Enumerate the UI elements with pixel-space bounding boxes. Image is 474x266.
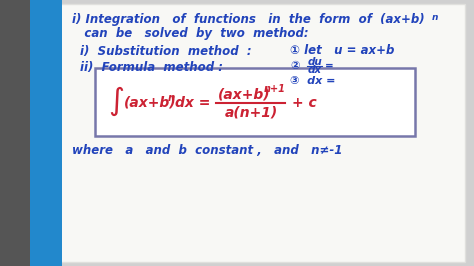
Text: + c: + c xyxy=(292,96,317,110)
Text: a(n+1): a(n+1) xyxy=(225,106,278,120)
Text: du: du xyxy=(308,57,323,67)
Text: n: n xyxy=(432,13,438,22)
Text: =: = xyxy=(325,61,334,71)
Text: ∫: ∫ xyxy=(108,86,124,116)
FancyBboxPatch shape xyxy=(55,4,465,262)
Text: ③  dx =: ③ dx = xyxy=(290,76,336,86)
Text: ②: ② xyxy=(290,61,300,71)
Text: i) Integration   of  functions   in  the  form  of  (ax+b): i) Integration of functions in the form … xyxy=(72,14,425,27)
Polygon shape xyxy=(0,0,38,266)
Text: n: n xyxy=(168,93,175,103)
Text: dx: dx xyxy=(308,65,322,75)
Text: ① let   u = ax+b: ① let u = ax+b xyxy=(290,44,394,57)
Text: can  be   solved  by  two  method:: can be solved by two method: xyxy=(72,27,309,40)
Text: (ax+b): (ax+b) xyxy=(218,87,271,101)
Text: where   a   and  b  constant ,   and   n≠-1: where a and b constant , and n≠-1 xyxy=(72,144,342,157)
Text: i)  Substitution  method  :: i) Substitution method : xyxy=(80,44,252,57)
Text: n+1: n+1 xyxy=(264,84,286,94)
Text: ii)  Formula  method :: ii) Formula method : xyxy=(80,61,223,74)
FancyBboxPatch shape xyxy=(95,68,415,136)
Polygon shape xyxy=(30,0,62,266)
Text: dx =: dx = xyxy=(175,96,215,110)
Text: (ax+b): (ax+b) xyxy=(124,96,177,110)
